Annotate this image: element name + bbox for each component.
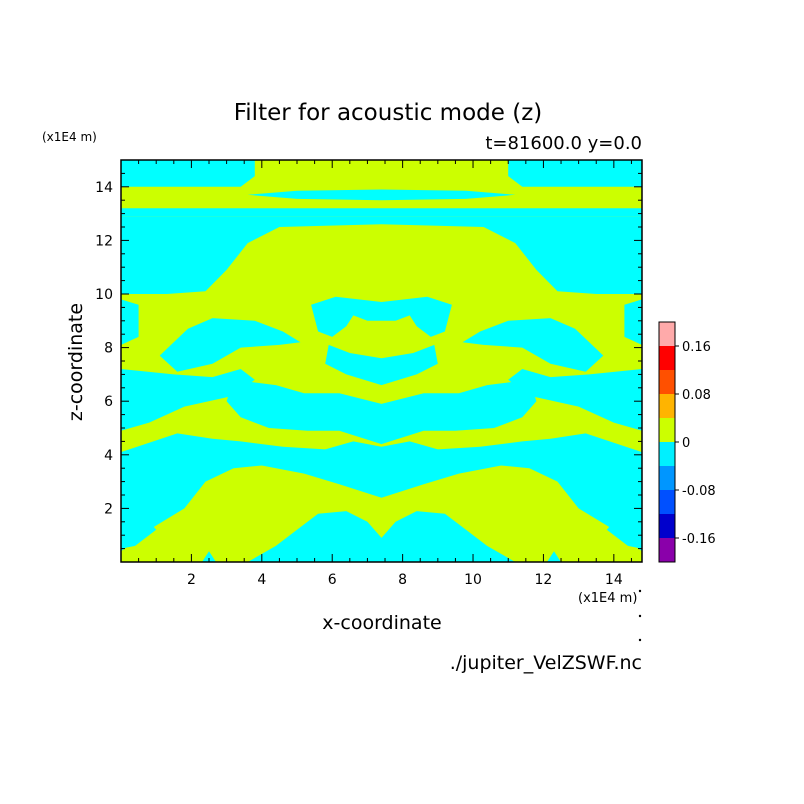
negative-region xyxy=(547,551,561,562)
negative-region xyxy=(121,216,642,294)
negative-region xyxy=(462,318,604,372)
x-tick-label: 10 xyxy=(464,572,482,588)
y-axis-unit: (x1E4 m) xyxy=(42,130,97,144)
negative-region xyxy=(121,503,157,549)
colorbar-swatch xyxy=(659,466,675,490)
negative-region xyxy=(606,503,642,549)
negative-region xyxy=(159,318,301,372)
x-axis-unit: (x1E4 m) xyxy=(578,591,637,606)
negative-region xyxy=(508,369,642,431)
x-tick-label: 6 xyxy=(328,572,337,588)
chart-subtitle: t=81600.0 y=0.0 xyxy=(485,133,642,154)
x-axis-label: x-coordinate xyxy=(322,612,441,634)
colorbar-swatch xyxy=(659,442,675,466)
negative-region xyxy=(311,296,452,337)
x-tick-label: 8 xyxy=(398,572,407,588)
x-tick-label: 12 xyxy=(535,572,553,588)
axis-ticks: 2 4 6 8 10 12 14 2 4 6 8 10 12 14 xyxy=(95,160,642,588)
x-tick-label: 4 xyxy=(257,572,266,588)
negative-region xyxy=(121,208,642,217)
y-tick-label: 8 xyxy=(104,341,113,357)
colorbar-swatch xyxy=(659,538,675,562)
y-axis-label: z-coordinate xyxy=(65,303,87,421)
x-tick-label: 14 xyxy=(605,572,623,588)
colorbar-swatch xyxy=(659,514,675,538)
negative-region xyxy=(121,433,642,552)
colorbar-swatch xyxy=(659,346,675,370)
colorbar-swatch xyxy=(659,490,675,514)
negative-region xyxy=(121,369,255,431)
negative-region xyxy=(121,299,139,345)
edge-marks xyxy=(638,589,642,642)
colorbar-swatch xyxy=(659,322,675,346)
negative-region xyxy=(247,511,516,562)
y-tick-label: 14 xyxy=(95,180,113,196)
x-tick-label: 2 xyxy=(187,572,196,588)
negative-region xyxy=(202,551,216,562)
y-tick-label: 6 xyxy=(104,394,113,410)
colorbar-tick-label: 0 xyxy=(682,436,690,451)
colorbar-tick-label: 0.08 xyxy=(682,388,711,403)
y-tick-label: 4 xyxy=(104,448,113,464)
negative-region xyxy=(247,189,516,201)
colorbar-tick-label: -0.16 xyxy=(682,532,716,547)
colorbar: 0.16 0.08 0 -0.08 -0.16 xyxy=(658,321,716,563)
chart-title: Filter for acoustic mode (z) xyxy=(234,100,543,126)
colorbar-swatch xyxy=(659,370,675,394)
negative-region xyxy=(325,344,438,386)
negative-region xyxy=(121,160,255,187)
colorbar-tick-label: 0.16 xyxy=(682,340,711,355)
negative-field-regions xyxy=(121,160,642,562)
y-tick-label: 12 xyxy=(95,233,113,249)
y-tick-label: 2 xyxy=(104,501,113,517)
negative-region xyxy=(226,379,537,445)
colorbar-tick-label: -0.08 xyxy=(682,484,716,499)
y-tick-label: 10 xyxy=(95,287,113,303)
negative-region xyxy=(624,299,642,345)
negative-region xyxy=(508,160,642,187)
colorbar-swatch xyxy=(659,418,675,442)
plot-area: 2 4 6 8 10 12 14 2 4 6 8 10 12 14 xyxy=(95,159,643,588)
source-file-label: ./jupiter_VelZSWF.nc xyxy=(450,652,642,674)
colorbar-swatch xyxy=(659,394,675,418)
